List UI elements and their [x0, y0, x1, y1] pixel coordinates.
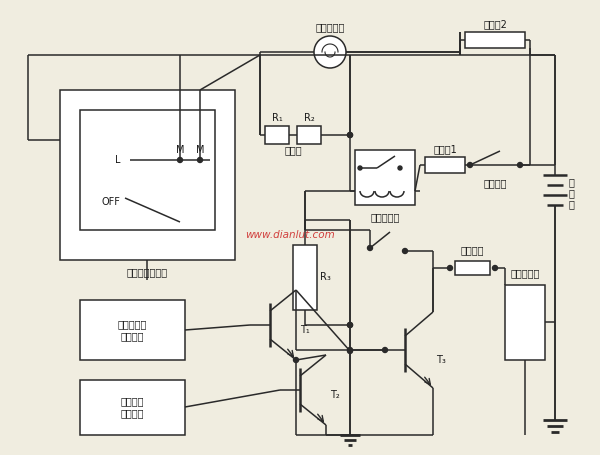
Bar — [297, 126, 321, 144]
Text: 熔断丝1: 熔断丝1 — [433, 144, 457, 154]
Text: M: M — [176, 145, 184, 155]
Text: R₃: R₃ — [320, 272, 331, 282]
Bar — [80, 300, 185, 360]
Text: www.dianlut.com: www.dianlut.com — [245, 230, 335, 240]
Circle shape — [448, 266, 452, 271]
Text: 压力开关: 压力开关 — [460, 245, 484, 255]
Text: 蓄: 蓄 — [569, 177, 575, 187]
Text: 空调继电器: 空调继电器 — [370, 212, 400, 222]
Circle shape — [314, 36, 346, 68]
Circle shape — [383, 348, 388, 353]
Circle shape — [517, 162, 523, 167]
Bar — [80, 110, 215, 230]
Circle shape — [467, 162, 473, 167]
Circle shape — [403, 248, 407, 253]
Bar — [60, 90, 235, 260]
Circle shape — [398, 166, 402, 170]
Circle shape — [493, 266, 497, 271]
Text: 鼓风机风量开关: 鼓风机风量开关 — [127, 267, 167, 277]
Bar — [293, 245, 317, 310]
Circle shape — [358, 166, 362, 170]
Text: 电磁离合器: 电磁离合器 — [511, 268, 539, 278]
Bar — [425, 157, 465, 173]
Bar — [505, 285, 545, 360]
Text: OFF: OFF — [101, 197, 121, 207]
Circle shape — [367, 246, 373, 251]
Bar — [265, 126, 289, 144]
Circle shape — [178, 157, 182, 162]
Text: 发动机转速
检测电路: 发动机转速 检测电路 — [118, 319, 146, 341]
Text: 点火开关: 点火开关 — [483, 178, 507, 188]
Text: T₃: T₃ — [436, 355, 446, 365]
Circle shape — [347, 323, 353, 328]
Text: 鼓风电动机: 鼓风电动机 — [316, 22, 344, 32]
Text: 池: 池 — [569, 199, 575, 209]
Circle shape — [347, 132, 353, 137]
Circle shape — [347, 348, 353, 353]
Text: T₂: T₂ — [330, 390, 340, 400]
Text: R₂: R₂ — [304, 113, 314, 123]
Bar — [355, 150, 415, 205]
Circle shape — [293, 358, 299, 363]
Text: T₁: T₁ — [300, 325, 310, 335]
Circle shape — [197, 157, 203, 162]
Bar — [465, 32, 525, 48]
Text: 电阻器: 电阻器 — [284, 145, 302, 155]
Text: 电: 电 — [569, 188, 575, 198]
Circle shape — [347, 349, 353, 354]
Text: 熔断丝2: 熔断丝2 — [483, 19, 507, 29]
Text: 车内温度
检测电路: 车内温度 检测电路 — [120, 396, 144, 418]
Bar — [455, 261, 490, 275]
Text: R₁: R₁ — [272, 113, 283, 123]
Circle shape — [347, 132, 353, 137]
Text: M: M — [196, 145, 204, 155]
Circle shape — [347, 323, 353, 328]
Text: L: L — [115, 155, 121, 165]
Bar — [80, 380, 185, 435]
